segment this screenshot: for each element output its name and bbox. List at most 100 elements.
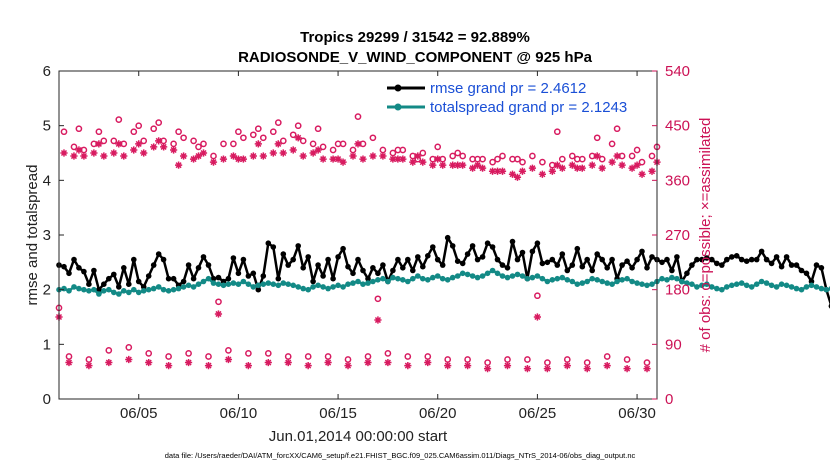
possible-point: [70, 143, 78, 151]
totalspread-point: [365, 280, 371, 286]
assimilated-point: [533, 313, 541, 321]
rmse-point: [126, 281, 132, 288]
right-y-tick-label: 270: [665, 227, 690, 244]
possible-point: [279, 137, 287, 145]
possible-point: [140, 137, 148, 145]
legend-totalspread-label: totalspread grand pr = 2.1243: [430, 99, 627, 116]
assimilated-point: [354, 140, 362, 148]
rmse-point: [644, 265, 650, 271]
totalspread-point: [494, 270, 501, 277]
possible-point: [304, 353, 312, 360]
rmse-point: [96, 286, 102, 293]
rmse-point: [375, 270, 381, 277]
assimilated-point: [60, 149, 68, 157]
totalspread-point: [748, 284, 755, 290]
left-y-axis-label: rmse and totalspread: [24, 165, 41, 306]
rmse-point: [380, 262, 386, 268]
rmse-point: [559, 251, 566, 257]
totalspread-point: [96, 291, 102, 297]
rmse-point: [215, 274, 222, 281]
assimilated-point: [214, 310, 223, 318]
rmse-point: [733, 253, 740, 259]
possible-point: [75, 125, 83, 133]
totalspread-point: [514, 271, 521, 278]
possible-point: [175, 128, 182, 136]
totalspread-point: [61, 285, 67, 292]
possible-point: [489, 158, 496, 166]
rmse-point: [584, 256, 590, 263]
assimilated-point: [593, 152, 601, 160]
legend: rmse grand pr = 2.4612 totalspread grand…: [387, 80, 627, 116]
assimilated-point: [568, 161, 576, 169]
right-y-tick-label: 450: [665, 118, 690, 135]
rmse-point: [81, 268, 87, 275]
rmse-point: [335, 254, 341, 260]
assimilated-point: [204, 361, 213, 370]
assimilated-point: [184, 358, 193, 367]
rmse-point: [738, 256, 745, 263]
assimilated-point: [384, 358, 392, 367]
assimilated-point: [513, 173, 522, 181]
assimilated-point: [598, 164, 606, 172]
possible-point: [269, 128, 277, 136]
totalspread-point: [758, 278, 765, 285]
rmse-point: [230, 255, 237, 261]
assimilated-point: [503, 361, 512, 370]
assimilated-point: [488, 167, 497, 175]
possible-point: [424, 353, 432, 360]
assimilated-point: [369, 152, 377, 160]
rmse-point: [185, 262, 192, 268]
possible-point: [200, 140, 207, 148]
totalspread-point: [599, 278, 605, 285]
totalspread-point: [719, 286, 725, 293]
x-tick-label: 06/10: [220, 405, 258, 422]
assimilated-point: [110, 149, 118, 157]
totalspread-point: [310, 284, 316, 290]
rmse-point: [599, 256, 605, 263]
totalspread-point: [474, 274, 481, 281]
x-axis: 06/05 06/10 06/15 06/20 06/25 06/30: [120, 71, 656, 422]
totalspread-point: [709, 284, 715, 290]
possible-point: [479, 155, 486, 163]
totalspread-point: [121, 288, 127, 294]
assimilated-point: [209, 158, 218, 166]
assimilated-point: [150, 143, 158, 151]
left-y-axis: 0 1 2 3 4 5 6: [43, 63, 64, 408]
totalspread-point: [140, 288, 147, 294]
rmse-point: [773, 254, 780, 260]
assimilated-point: [274, 140, 282, 148]
assimilated-point: [419, 158, 427, 166]
rmse-point: [420, 263, 426, 270]
totalspread-point: [674, 275, 680, 282]
possible-point: [195, 143, 202, 151]
possible-point: [504, 356, 511, 363]
possible-point: [110, 137, 118, 145]
totalspread-point: [823, 286, 830, 293]
totalspread-point: [679, 278, 685, 285]
totalspread-point: [400, 277, 406, 283]
rmse-point: [395, 256, 401, 263]
possible-point: [613, 125, 621, 133]
totalspread-point: [66, 288, 72, 294]
rmse-point: [86, 281, 92, 288]
assimilated-point: [199, 149, 208, 157]
possible-point: [329, 146, 337, 154]
legend-rmse-marker: [394, 84, 402, 92]
rmse-point: [91, 267, 97, 274]
rmse-point: [509, 238, 516, 245]
possible-point: [399, 146, 407, 154]
totalspread-point: [444, 277, 451, 283]
totalspread-point: [729, 282, 735, 289]
totalspread-point: [420, 275, 426, 282]
assimilated-point: [244, 361, 252, 370]
assimilated-point: [578, 164, 586, 172]
left-y-tick-label: 4: [43, 172, 51, 189]
assimilated-point: [553, 161, 561, 169]
rmse-point: [405, 256, 411, 263]
totalspread-point: [539, 275, 546, 282]
totalspread-point: [145, 286, 152, 293]
possible-point: [568, 152, 576, 160]
assimilated-point: [603, 361, 611, 370]
rmse-point: [210, 275, 217, 282]
rmse-point: [305, 254, 312, 260]
